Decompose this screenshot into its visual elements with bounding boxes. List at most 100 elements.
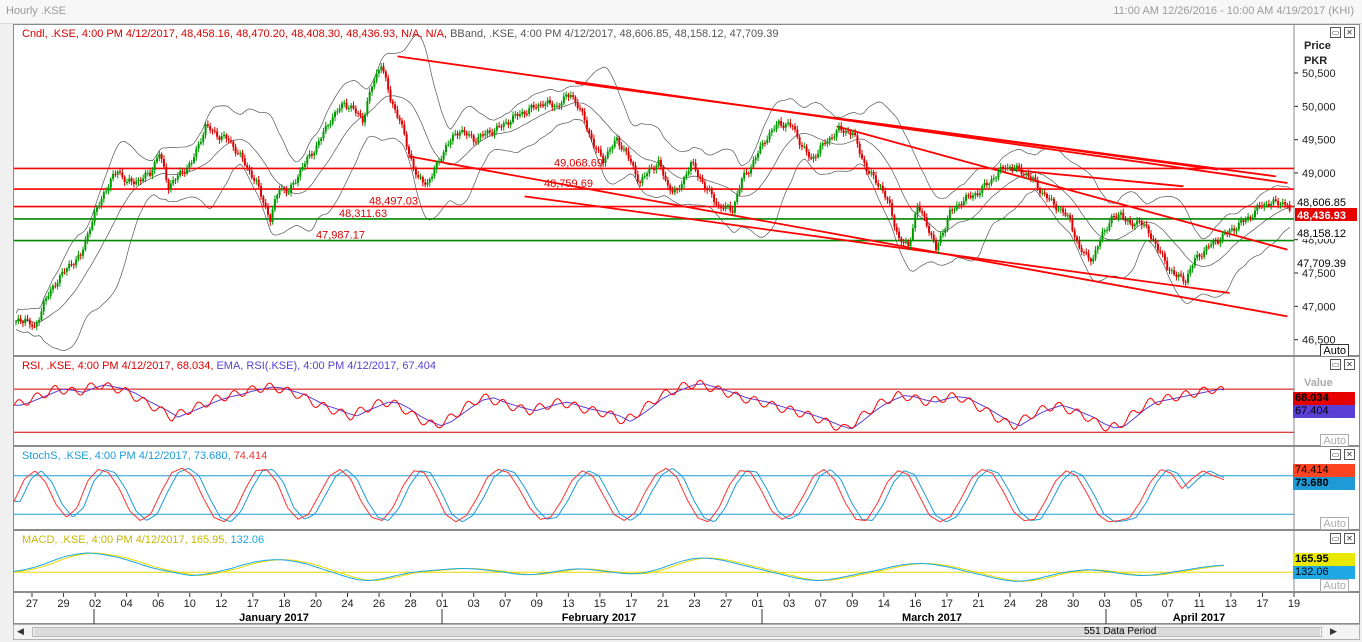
candle-body (643, 176, 646, 178)
candle-body (340, 103, 343, 109)
candle-body (990, 179, 993, 184)
candle-body (715, 202, 718, 205)
candle-body (486, 130, 489, 134)
candle-body (854, 132, 857, 136)
candle-body (731, 210, 734, 213)
candle-body (509, 121, 512, 125)
day-label: 03 (783, 598, 795, 610)
price-panel[interactable]: 50,50050,00049,50049,00048,50048,00047,5… (13, 24, 1360, 357)
candle-body (805, 146, 808, 152)
candle-body (1117, 214, 1120, 218)
candle-body (553, 106, 556, 108)
candle-body (236, 153, 239, 155)
candle-body (599, 149, 602, 156)
minimize-panel-button[interactable]: ▭ (1330, 449, 1341, 460)
close-panel-button[interactable]: ✕ (1344, 359, 1355, 370)
minimize-panel-button[interactable]: ▭ (1330, 359, 1341, 370)
candle-body (54, 285, 57, 287)
candle-body (458, 132, 461, 136)
candle-body (673, 189, 676, 193)
rsi-panel[interactable]: RSI, .KSE, 4:00 PM 4/12/2017, 68.034, EM… (13, 356, 1360, 447)
candle-body (743, 172, 746, 179)
macd-auto-button[interactable]: Auto (1320, 579, 1349, 592)
macd-legend: MACD, .KSE, 4:00 PM 4/12/2017, 165.95, 1… (22, 534, 264, 546)
stoch-auto-button[interactable]: Auto (1320, 517, 1349, 530)
candle-body (796, 129, 799, 138)
candle-body (1136, 220, 1139, 225)
minimize-panel-button[interactable]: ▭ (1330, 533, 1341, 544)
close-panel-button[interactable]: ✕ (1344, 449, 1355, 460)
candle-body (1221, 233, 1224, 240)
candle-body (213, 130, 216, 132)
day-label: 07 (815, 598, 827, 610)
candle-body (1274, 199, 1277, 201)
candle-body (757, 153, 760, 158)
candle-body (671, 190, 674, 193)
candle-body (1186, 273, 1189, 283)
candle-body (1034, 177, 1037, 181)
candle-body (21, 321, 24, 324)
candle-body (1168, 269, 1171, 271)
candle-body (93, 211, 96, 223)
candle-body (350, 105, 353, 109)
candle-body (768, 132, 771, 140)
candle-body (925, 217, 928, 226)
candle-body (835, 130, 838, 137)
candle-body (493, 130, 496, 135)
candle-body (442, 152, 445, 160)
close-panel-button[interactable]: ✕ (1344, 27, 1355, 38)
candle-body (865, 162, 868, 172)
day-label: 04 (121, 598, 133, 610)
candle-body (937, 243, 940, 251)
candle-body (962, 200, 965, 206)
candle-body (250, 170, 253, 178)
candle-body (1099, 240, 1102, 247)
candle-body (928, 225, 931, 233)
stoch-k-value-tag: 74.414 (1293, 464, 1355, 477)
candle-body (1281, 202, 1284, 205)
bband-upper-line (15, 34, 1290, 314)
candle-body (699, 176, 702, 179)
day-label: 23 (688, 598, 700, 610)
close-panel-button[interactable]: ✕ (1344, 533, 1355, 544)
candle-body (565, 94, 568, 97)
stoch-panel[interactable]: StochS, .KSE, 4:00 PM 4/12/2017, 73.680,… (13, 446, 1360, 531)
scroll-left-button[interactable]: ◀ (17, 626, 24, 636)
candle-body (978, 193, 981, 196)
candle-body (775, 124, 778, 130)
candle-body (211, 130, 214, 132)
candle-body (49, 289, 52, 296)
candle-body (276, 195, 279, 200)
candle-body (569, 95, 572, 98)
macd-panel[interactable]: MACD, .KSE, 4:00 PM 4/12/2017, 165.95, 1… (13, 530, 1360, 593)
candle-body (1071, 218, 1074, 231)
candle-body (722, 207, 725, 209)
candle-body (414, 167, 417, 175)
candle-body (447, 144, 450, 146)
level-label: 47,987.17 (316, 230, 365, 242)
candle-body (451, 134, 454, 142)
candle-body (428, 178, 431, 183)
candle-body (826, 141, 829, 145)
stoch-chart (14, 447, 1295, 531)
candle-body (257, 179, 260, 187)
candle-body (505, 122, 508, 124)
candle-body (555, 105, 558, 107)
candle-body (343, 102, 346, 104)
candle-body (354, 108, 357, 113)
level-label: 49,068.69 (554, 157, 603, 169)
day-label: 07 (1162, 598, 1174, 610)
candle-body (1133, 224, 1136, 227)
candle-body (33, 326, 36, 328)
day-label: 19 (1288, 598, 1300, 610)
minimize-panel-button[interactable]: ▭ (1330, 27, 1341, 38)
rsi-auto-button[interactable]: Auto (1320, 434, 1349, 447)
candle-body (100, 198, 103, 206)
scroll-right-button[interactable]: ▶ (1330, 626, 1337, 636)
scrollbar-thumb[interactable] (34, 628, 1320, 636)
candle-body (585, 120, 588, 130)
candle-body (412, 159, 415, 168)
candle-body (844, 131, 847, 133)
title-bar: Hourly .KSE 11:00 AM 12/26/2016 - 10:00 … (0, 0, 1362, 24)
candle-body (1103, 230, 1106, 232)
